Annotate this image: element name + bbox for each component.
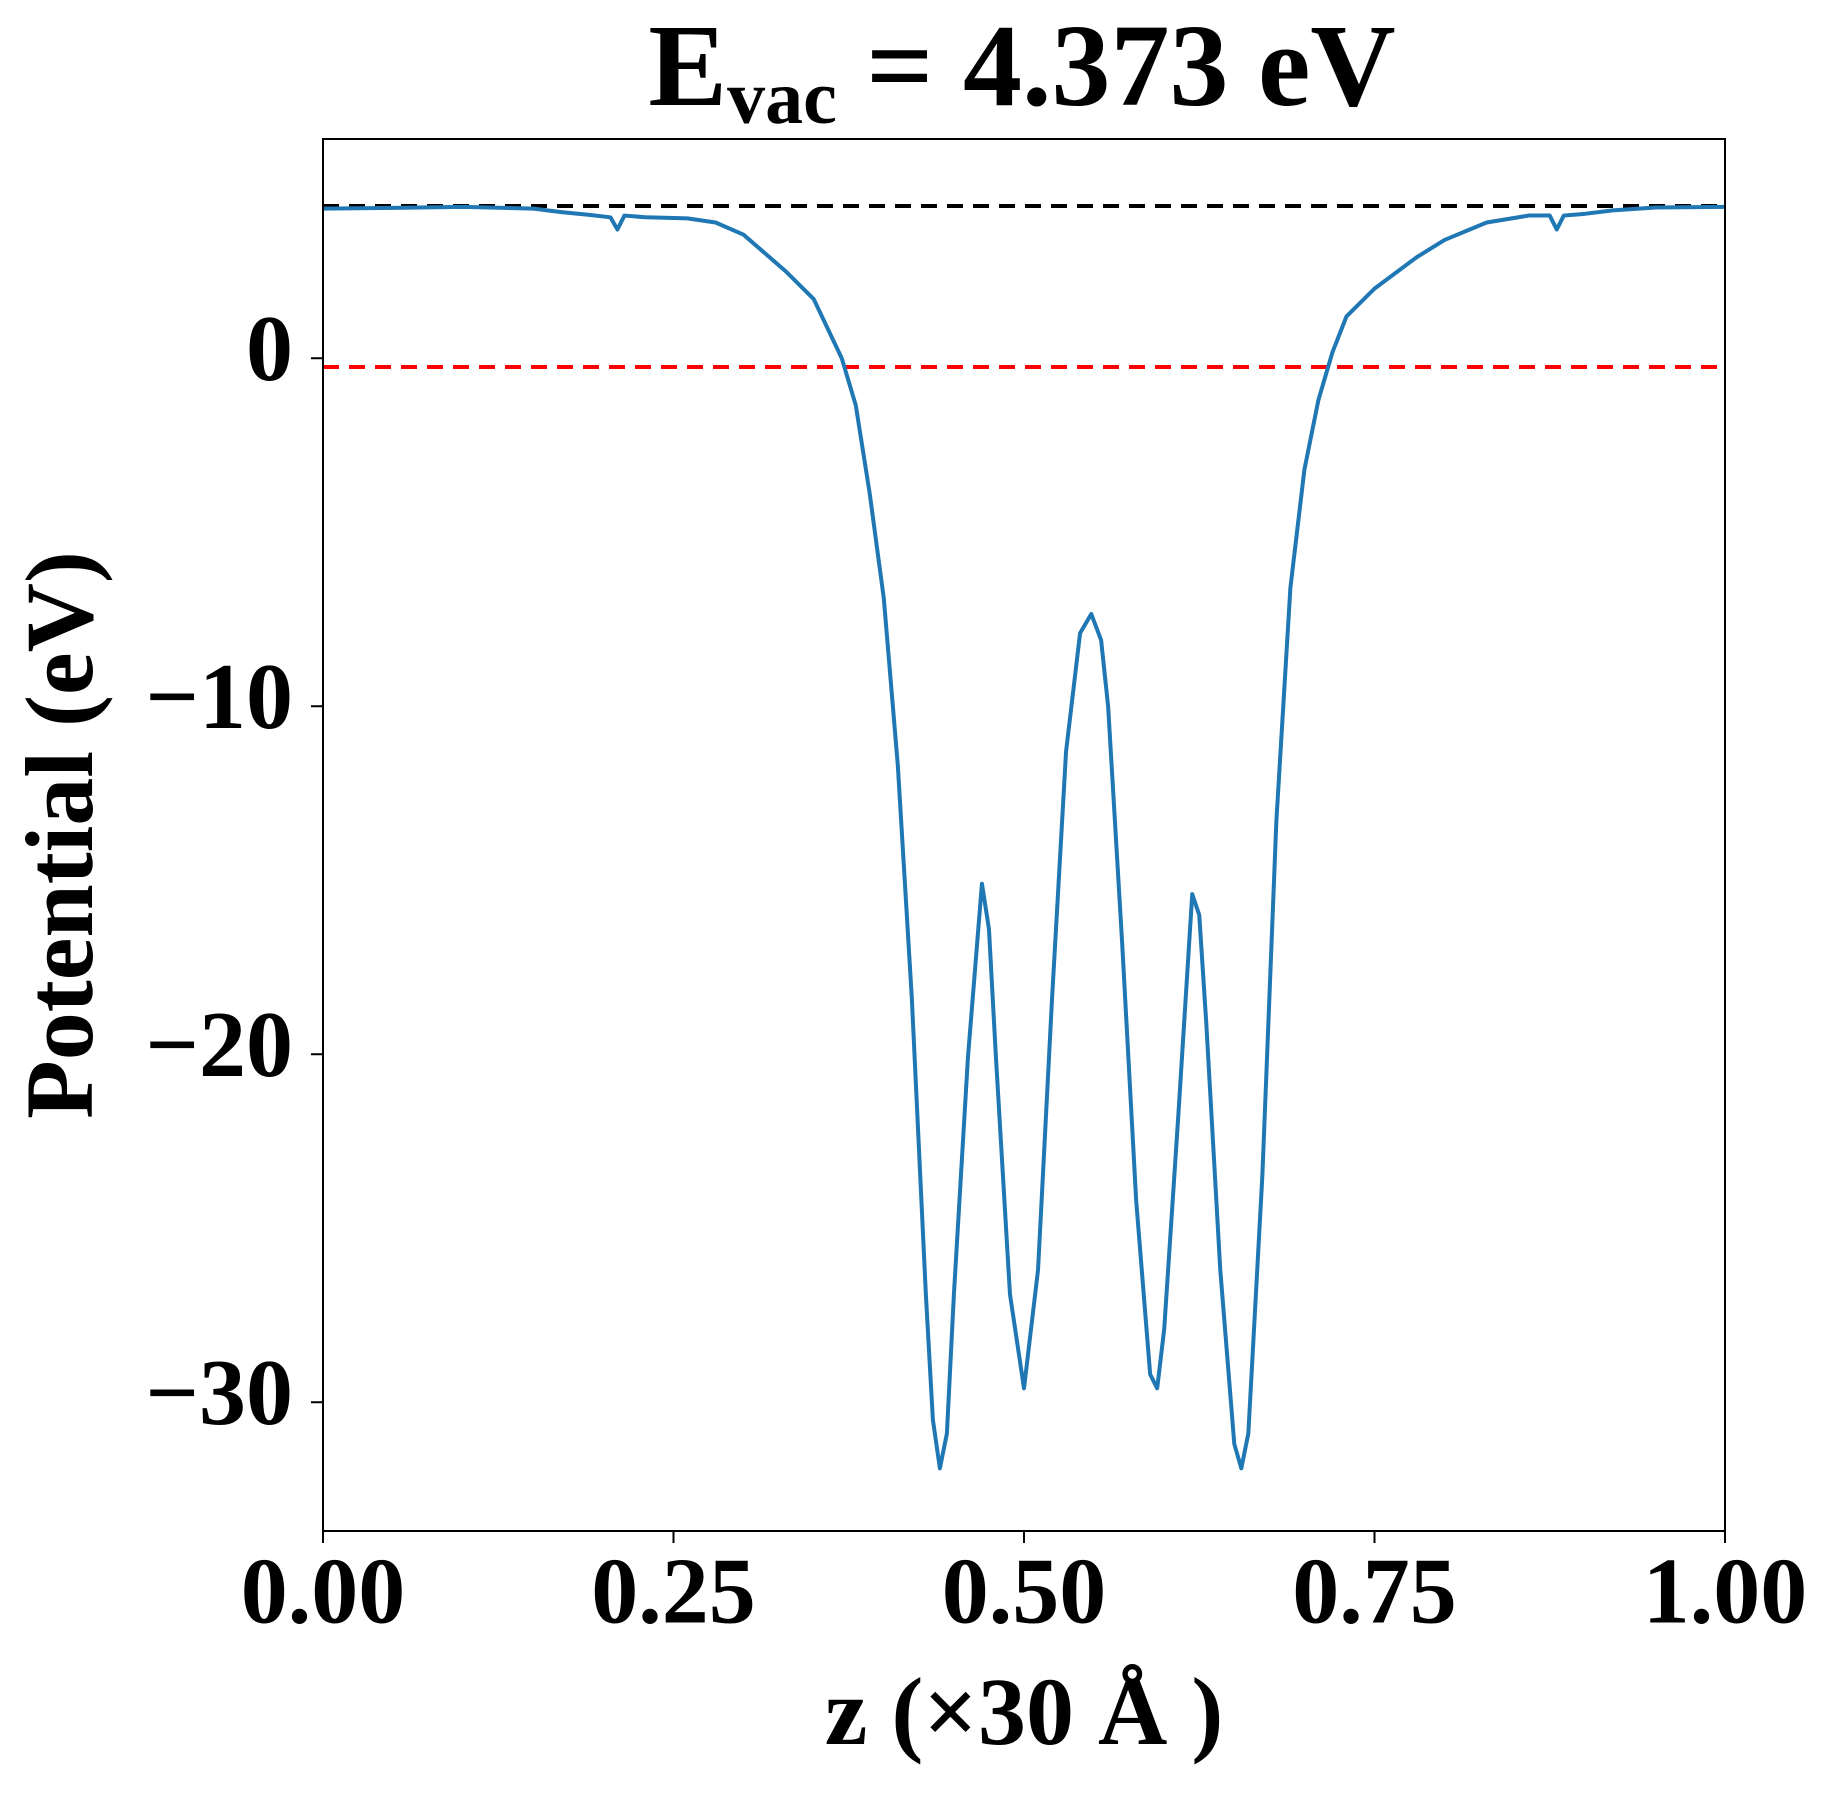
x-tick-label: 0.75 (1292, 1540, 1457, 1644)
y-axis-label: Potential (eV) (6, 551, 113, 1119)
title-rest: = 4.373 eV (837, 0, 1396, 131)
title-main: E (648, 0, 727, 131)
x-tick-label: 0.25 (591, 1540, 756, 1644)
y-tick-label: 0 (246, 297, 293, 401)
line-series (322, 204, 1726, 1471)
x-tick-label: 1.00 (1643, 1540, 1808, 1644)
y-tick-label: −10 (145, 645, 293, 749)
x-tick-label: 0.00 (241, 1540, 406, 1644)
chart-title: Evac = 4.373 eV (648, 0, 1395, 140)
y-tick-label: −20 (145, 993, 293, 1097)
y-tick-label: −30 (145, 1341, 293, 1445)
x-axis-label: z (×30 Å ) (825, 1658, 1224, 1765)
title-sub: vac (727, 56, 837, 140)
x-tick-label: 0.50 (942, 1540, 1107, 1644)
plot-frame (322, 138, 1726, 1532)
